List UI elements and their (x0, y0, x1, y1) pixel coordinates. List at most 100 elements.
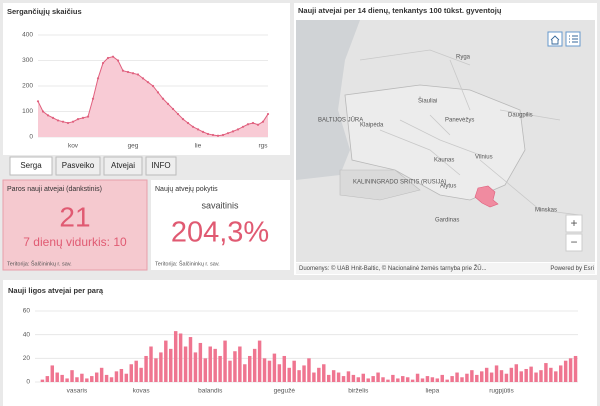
bar (475, 374, 479, 382)
point (191, 125, 195, 128)
map-label: Minskas (535, 208, 557, 214)
point (131, 72, 135, 75)
bar (514, 364, 519, 382)
map-label: Gardinas (435, 218, 459, 224)
map-label: Vilnius (475, 155, 493, 161)
attribution: Duomenys: © UAB Hnit-Baltic, © Nacionali… (299, 264, 487, 272)
zoom-out-button[interactable] (565, 233, 583, 252)
point (91, 97, 95, 100)
card-value: 204,3% (171, 217, 269, 249)
map-label: Daugpilis (508, 113, 533, 119)
x-tick-label: birželis (348, 388, 369, 395)
tab-label[interactable]: INFO (151, 161, 170, 170)
bar (94, 372, 99, 382)
bar (124, 373, 129, 382)
zoom-in-button[interactable] (565, 214, 583, 233)
bar (371, 376, 375, 382)
bar (346, 371, 351, 382)
tab-label[interactable]: Serga (20, 161, 42, 170)
bar (455, 372, 459, 382)
map-title: Nauji atvejai per 14 dienų, tenkantys 10… (298, 6, 502, 15)
legend-icon (569, 35, 578, 43)
bar (218, 355, 222, 382)
bar (277, 364, 282, 382)
bar (109, 377, 114, 382)
point (231, 130, 235, 133)
point (236, 128, 240, 131)
bar (539, 370, 543, 382)
point (171, 107, 175, 111)
y-tick-label: 40 (23, 331, 31, 338)
tab-label[interactable]: Atvejai (111, 161, 135, 170)
attribution-bar (296, 263, 595, 274)
bar (519, 371, 523, 382)
y-tick-label: 300 (22, 57, 33, 64)
tab-label[interactable]: Pasveiko (62, 161, 95, 170)
home-button[interactable] (547, 31, 563, 47)
bar (484, 367, 489, 382)
bar (183, 346, 188, 382)
tab[interactable] (9, 156, 53, 176)
bar (326, 374, 331, 382)
map-label: Panevėžys (445, 118, 474, 124)
point (206, 132, 210, 136)
bar (238, 346, 242, 382)
bar (524, 368, 528, 382)
bar (376, 372, 380, 382)
bar (90, 376, 94, 382)
point (71, 120, 75, 123)
bar (401, 376, 405, 382)
bar (55, 372, 59, 382)
y-tick-label: 400 (22, 32, 33, 39)
x-tick-label: rugpjūtis (489, 388, 514, 395)
tabs: Serga Pasveiko Atvejai INFO (9, 156, 177, 176)
bar (494, 365, 499, 382)
x-tick-label: lie (195, 143, 202, 150)
tab[interactable] (145, 156, 177, 176)
change-card (151, 180, 290, 270)
point (226, 132, 230, 135)
y-tick-label: 0 (26, 379, 30, 386)
bar (356, 377, 361, 382)
point (216, 134, 220, 137)
bar (529, 366, 533, 382)
point (51, 116, 55, 119)
card-territory: Teritorija: Šalčininkų r. sav. (7, 260, 72, 267)
map-highlight-region (474, 185, 499, 208)
bar (272, 353, 277, 382)
x-tick-label: geg (128, 143, 139, 150)
bar (465, 373, 469, 382)
bar (50, 365, 55, 382)
map-roads (359, 49, 581, 216)
zoom-in[interactable]: + (570, 216, 577, 230)
bar (193, 352, 198, 382)
area-fill (38, 56, 268, 137)
map-label: Kaunas (434, 158, 454, 164)
bar (173, 331, 178, 382)
map-sea (296, 20, 360, 180)
point (251, 121, 255, 125)
bar (331, 370, 336, 382)
bar (480, 371, 484, 382)
tab[interactable] (103, 156, 143, 176)
bar (563, 360, 568, 382)
map: Ryga BALTIJOS JŪRA Šiauliai Panevėžys Da… (296, 20, 595, 262)
bar (233, 351, 237, 382)
x-tick-label: balandis (198, 388, 223, 395)
bar (544, 363, 548, 382)
map-label: Alytus (440, 184, 456, 190)
bar (257, 340, 262, 382)
bar (134, 360, 138, 382)
point (116, 59, 120, 62)
bar (243, 364, 247, 382)
zoom-out[interactable]: − (570, 235, 577, 249)
y-tick-label: 20 (23, 355, 31, 362)
bar (386, 379, 390, 382)
y-tick-label: 60 (23, 308, 31, 315)
point (211, 133, 215, 137)
tab[interactable] (55, 156, 101, 176)
map-label: Šiauliai (418, 98, 437, 105)
bar (129, 364, 133, 382)
bar (322, 364, 326, 382)
